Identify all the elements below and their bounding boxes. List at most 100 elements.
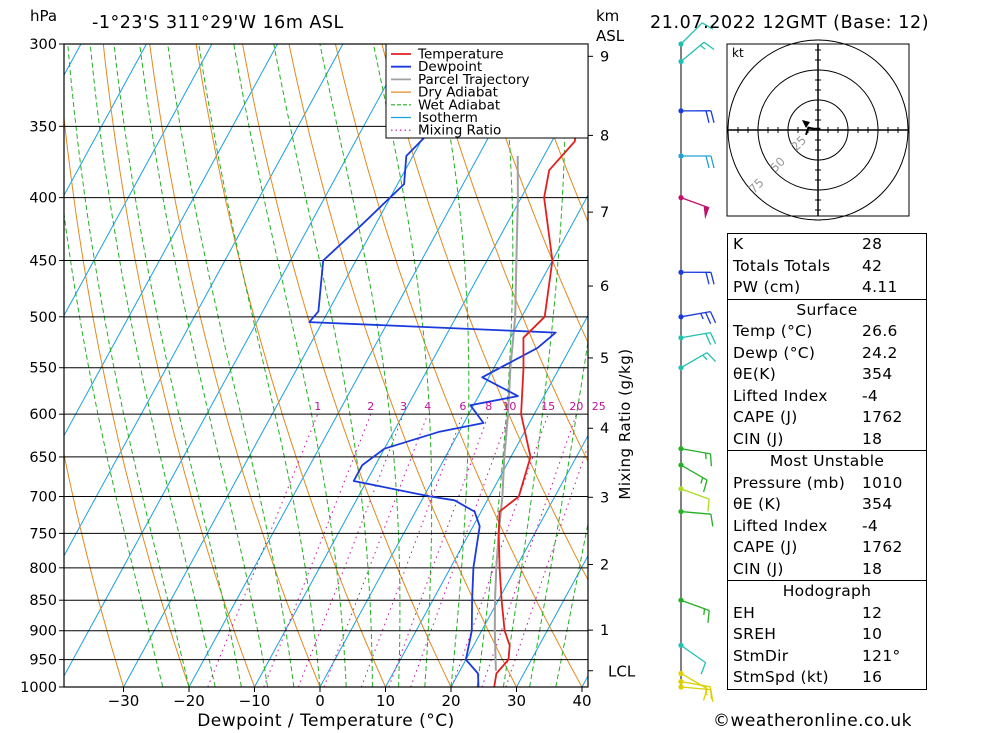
temperature-tick-label: 30 — [507, 692, 526, 710]
wind-barb — [678, 684, 714, 702]
wind-barb-flag — [705, 272, 710, 285]
km-tick-label: 1 — [600, 623, 609, 639]
pressure-tick-label: 900 — [29, 624, 57, 640]
wind-barb-half-flag — [700, 477, 704, 484]
pressure-tick-label: 700 — [29, 490, 57, 506]
pressure-tick-label: 950 — [29, 653, 57, 669]
isotherm-line — [450, 434, 588, 687]
label-mu-theta-e: θE (K) — [733, 495, 782, 513]
x-axis-title: Dewpoint / Temperature (°C) — [197, 711, 455, 731]
dry-adiabat-line — [975, 26, 1000, 687]
km-tick-label: 3 — [600, 490, 609, 506]
surface-title: Surface — [796, 300, 858, 319]
wind-barb-flag — [702, 688, 708, 701]
label-pw: PW (cm) — [733, 278, 801, 296]
mixing-ratio-label: 2 — [367, 400, 374, 413]
wind-barb-flag — [705, 110, 710, 123]
wind-barb-half-flag — [699, 44, 706, 50]
temperature-line — [493, 126, 578, 687]
label-mu-cape: CAPE (J) — [733, 538, 798, 556]
wind-barb-flag — [710, 110, 715, 123]
dry-adiabat-line — [102, 44, 255, 687]
dry-adiabat-line — [195, 44, 386, 687]
wet-adiabat-line — [64, 210, 164, 687]
wind-barb-flag — [709, 686, 713, 700]
wind-barb — [678, 352, 717, 371]
isotherm-line — [0, 44, 15, 687]
dry-adiabat-line — [288, 44, 517, 687]
wind-barb-half-flag — [703, 608, 706, 615]
pressure-tick-label: 800 — [29, 561, 57, 577]
value-pw: 4.11 — [862, 278, 898, 296]
mixing-ratio-label: 6 — [459, 400, 466, 413]
isotherm-line — [64, 44, 213, 317]
legend-label: Mixing Ratio — [418, 123, 501, 139]
stats-tables: K 28 Totals Totals 42 PW (cm) 4.11 Surface … — [727, 233, 927, 690]
pressure-tick-label: 450 — [29, 254, 57, 270]
km-tick-label: 4 — [600, 421, 609, 437]
wind-barb-flag — [703, 41, 715, 51]
dry-adiabat-line — [64, 452, 124, 687]
wet-adiabat-line — [273, 44, 373, 687]
dry-adiabat-line — [64, 113, 190, 687]
wind-barb-staff — [680, 22, 703, 45]
wind-barb-flag — [705, 155, 710, 169]
wet-adiabat-line — [198, 44, 321, 687]
label-stmspd: StmSpd (kt) — [733, 668, 829, 686]
value-mu-pressure: 1010 — [862, 473, 903, 492]
label-mu-cin: CIN (J) — [733, 559, 784, 578]
wind-barb-half-flag — [700, 313, 704, 320]
mixing-ratio-label: 4 — [424, 400, 431, 413]
value-k: 28 — [862, 235, 883, 253]
isotherm-line — [188, 44, 540, 687]
wind-barb-staff — [680, 644, 706, 664]
wind-barb-flag — [709, 453, 713, 467]
mixing-ratio-label: 10 — [502, 400, 516, 413]
wind-barb-flag — [709, 311, 717, 324]
wind-barb-flag — [705, 312, 712, 325]
pressure-tick-label: 350 — [29, 119, 57, 135]
km-label: km — [596, 7, 619, 25]
temperature-tick-label: −30 — [108, 692, 140, 710]
dry-adiabat-line — [381, 44, 588, 581]
wet-adiabat-line — [476, 44, 514, 687]
hodograph-title: Hodograph — [782, 582, 872, 600]
asl-label: ASL — [596, 27, 625, 45]
plot-frame — [63, 43, 589, 688]
legend-label: Parcel Trajectory — [418, 72, 530, 88]
value-cape: 1762 — [862, 408, 903, 426]
datetime-title: 21.07.2022 12GMT (Base: 12) — [650, 13, 929, 33]
mixing-ratio-label: 15 — [541, 400, 555, 413]
wind-barb — [678, 153, 715, 169]
legend-label: Dewpoint — [418, 59, 482, 75]
temperature-tick-label: −20 — [173, 692, 205, 710]
wind-barb-flag — [710, 514, 714, 527]
isotherm-line — [123, 44, 475, 687]
wind-barb-pennant — [703, 205, 710, 220]
hodograph-unit: kt — [732, 46, 744, 60]
isotherm-line — [64, 44, 409, 678]
wind-barb-flag — [700, 662, 707, 675]
copyright-footer[interactable]: ©weatheronline.co.uk — [713, 711, 913, 731]
indices-table: K 28 Totals Totals 42 PW (cm) 4.11 — [727, 233, 927, 300]
legend-label: Wet Adiabat — [418, 97, 500, 113]
wind-barb-staff — [680, 310, 711, 318]
label-lifted-index: Lifted Index — [733, 386, 828, 405]
wind-barb-staff — [680, 510, 711, 515]
label-eh: EH — [733, 603, 756, 622]
km-tick-label: 8 — [600, 128, 609, 144]
wet-adiabat-line — [502, 44, 566, 687]
mixing-ratio-line — [481, 414, 577, 687]
value-totals-totals: 42 — [862, 256, 883, 275]
legend-box — [385, 43, 589, 139]
wind-barb-staff — [680, 41, 705, 63]
dry-adiabat-line — [149, 44, 321, 687]
value-temp: 26.6 — [862, 322, 898, 340]
wind-barb — [678, 195, 710, 220]
km-tick-label: 7 — [600, 205, 609, 221]
wind-barb-flag — [710, 155, 715, 169]
pressure-tick-label: 850 — [29, 593, 57, 609]
km-tick-label: 2 — [600, 557, 609, 573]
